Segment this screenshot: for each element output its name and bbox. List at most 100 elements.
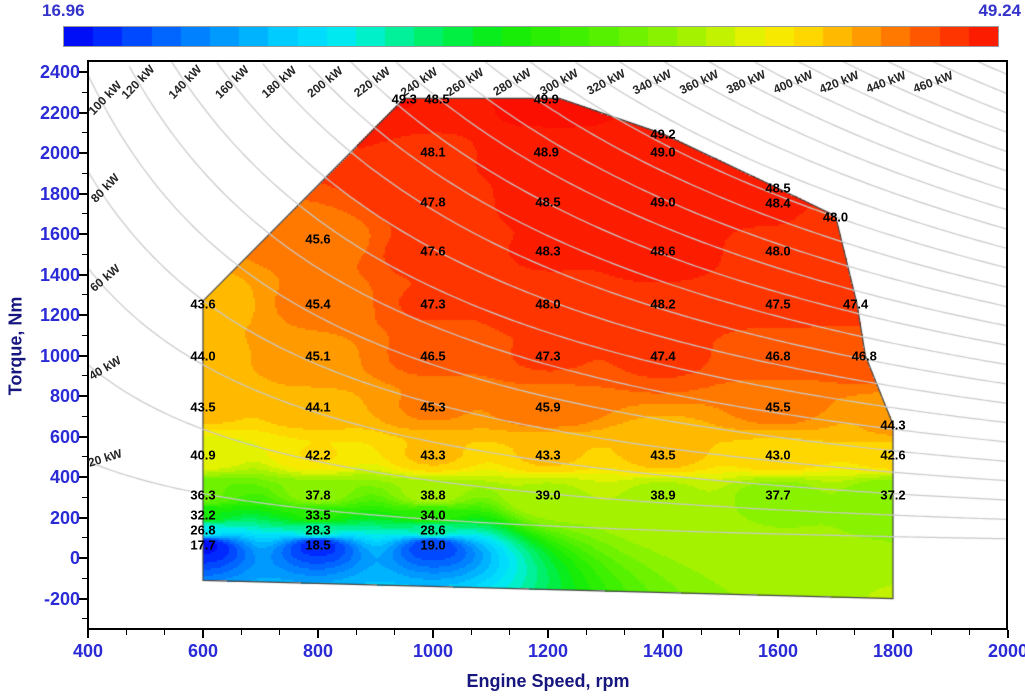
x-major-tick xyxy=(777,630,779,638)
map-value-label: 47.8 xyxy=(420,194,446,210)
y-tick-label: 2400 xyxy=(39,62,80,83)
y-major-tick xyxy=(79,516,87,519)
x-minor-tick xyxy=(930,630,932,635)
y-minor-tick xyxy=(82,132,87,134)
y-major-tick xyxy=(79,71,87,74)
x-minor-tick xyxy=(394,630,396,635)
y-tick-label: -200 xyxy=(43,588,80,609)
map-value-label: 47.6 xyxy=(420,243,446,259)
x-major-tick xyxy=(202,630,204,638)
map-value-label: 48.6 xyxy=(650,243,676,259)
map-value-label: 48.5 xyxy=(535,194,561,210)
x-minor-tick xyxy=(125,630,127,635)
map-value-label: 43.3 xyxy=(420,447,446,463)
colorbar-min-label: 16.96 xyxy=(42,1,85,20)
map-value-label: 45.6 xyxy=(305,231,331,247)
map-value-label: 49.0 xyxy=(650,144,676,160)
map-value-label: 48.3 xyxy=(535,243,561,259)
x-tick-label: 1800 xyxy=(872,641,914,661)
map-value-label: 43.0 xyxy=(765,447,791,463)
y-major-tick xyxy=(79,557,87,560)
y-tick-label: 1000 xyxy=(39,345,80,366)
x-tick-label: 1200 xyxy=(527,641,569,661)
map-value-label: 48.5 xyxy=(765,180,791,196)
map-value-label: 43.5 xyxy=(650,447,676,463)
map-value-label: 47.4 xyxy=(650,348,676,364)
y-tick-label: 0 xyxy=(69,548,80,569)
map-value-label: 37.8 xyxy=(305,487,331,503)
map-value-label: 45.5 xyxy=(765,399,791,415)
x-minor-tick xyxy=(739,630,741,635)
map-value-label: 46.5 xyxy=(420,348,446,364)
y-minor-tick xyxy=(82,91,87,93)
map-value-label: 48.1 xyxy=(420,144,446,160)
map-value-label: 38.9 xyxy=(650,487,676,503)
colorbar-gradient xyxy=(63,26,999,47)
x-minor-tick xyxy=(470,630,472,635)
x-minor-tick xyxy=(585,630,587,635)
y-major-tick xyxy=(79,597,87,600)
map-value-label: 48.4 xyxy=(765,195,791,211)
map-value-label: 46.8 xyxy=(765,348,791,364)
x-tick-label: 1600 xyxy=(757,641,799,661)
x-tick-label: 600 xyxy=(187,641,219,661)
map-value-label: 47.4 xyxy=(842,296,869,312)
map-value-label: 43.6 xyxy=(190,296,216,312)
y-major-tick xyxy=(79,111,87,114)
x-major-tick xyxy=(432,630,434,638)
x-minor-tick xyxy=(279,630,281,635)
y-minor-tick xyxy=(82,375,87,377)
y-tick-label: 2200 xyxy=(39,102,80,123)
x-axis-title: Engine Speed, rpm xyxy=(466,671,630,691)
map-value-label: 42.6 xyxy=(880,447,906,463)
y-tick-label: 800 xyxy=(49,386,80,407)
y-minor-tick xyxy=(82,253,87,255)
x-tick-label: 2000 xyxy=(987,641,1025,661)
map-value-label: 45.4 xyxy=(305,296,331,312)
y-tick-label: 2000 xyxy=(39,143,80,164)
y-major-tick xyxy=(79,435,87,438)
map-value-label: 45.9 xyxy=(535,399,561,415)
x-minor-tick xyxy=(854,630,856,635)
x-major-tick xyxy=(662,630,664,638)
y-major-tick xyxy=(79,192,87,195)
efficiency-map-canvas xyxy=(89,62,1006,628)
y-major-tick xyxy=(79,314,87,317)
map-value-label: 44.3 xyxy=(880,417,906,433)
map-value-label: 34.0 xyxy=(420,507,446,523)
y-tick-label: 1800 xyxy=(39,183,80,204)
x-minor-tick xyxy=(355,630,357,635)
y-tick-label: 1400 xyxy=(39,264,80,285)
map-value-label: 46.8 xyxy=(851,348,877,364)
map-value-label: 44.1 xyxy=(305,399,331,415)
x-minor-tick xyxy=(240,630,242,635)
map-value-label: 47.5 xyxy=(765,296,791,312)
y-major-tick xyxy=(79,152,87,155)
map-value-label: 45.3 xyxy=(420,399,446,415)
x-minor-tick xyxy=(700,630,702,635)
x-tick-label: 1000 xyxy=(412,641,454,661)
map-value-label: 38.8 xyxy=(420,487,446,503)
y-tick-label: 200 xyxy=(49,507,80,528)
map-value-label: 37.2 xyxy=(880,487,906,503)
map-value-label: 43.3 xyxy=(535,447,561,463)
map-value-label: 28.6 xyxy=(420,522,446,538)
map-value-label: 40.9 xyxy=(190,447,216,463)
map-value-label: 48.0 xyxy=(535,296,561,312)
y-tick-label: 1600 xyxy=(39,224,80,245)
y-minor-tick xyxy=(82,172,87,174)
y-major-tick xyxy=(79,476,87,479)
y-tick-label: 1200 xyxy=(39,305,80,326)
map-value-label: 49.9 xyxy=(533,91,559,107)
map-value-label: 17.7 xyxy=(190,537,216,553)
x-minor-tick xyxy=(969,630,971,635)
y-tick-label: 400 xyxy=(49,467,80,488)
map-value-label: 36.3 xyxy=(190,487,216,503)
y-major-tick xyxy=(79,395,87,398)
y-minor-tick xyxy=(82,213,87,215)
y-minor-tick xyxy=(82,537,87,539)
x-major-tick xyxy=(87,630,89,638)
x-tick-label: 1400 xyxy=(642,641,684,661)
colorbar-max-label: 49.24 xyxy=(978,1,1021,20)
